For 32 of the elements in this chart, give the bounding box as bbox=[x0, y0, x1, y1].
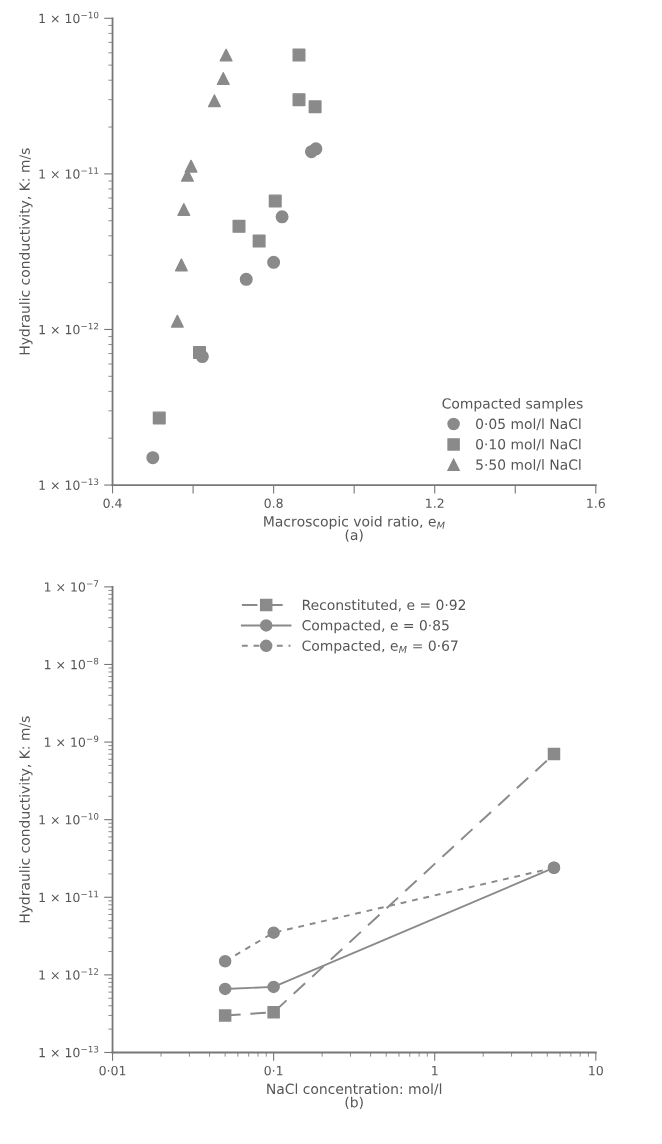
x-axis-title: Macroscopic void ratio, e$_{M}$ bbox=[264, 515, 445, 530]
x-tick-label: 0·01 bbox=[99, 1065, 126, 1076]
legend-label: Compacted, e$_{M}$ = 0·67 bbox=[302, 640, 458, 654]
legend-title: Compacted samples bbox=[442, 397, 583, 412]
y-tick-label: 1 × 10$^{−8}$ bbox=[44, 657, 99, 670]
legend-label: 5·50 mol/l NaCl bbox=[476, 459, 581, 471]
x-tick-label: 0.8 bbox=[264, 498, 283, 508]
x-tick-label: 0·1 bbox=[264, 1065, 283, 1076]
y-tick-label: 1 × 10$^{−13}$ bbox=[39, 1045, 99, 1058]
y-tick-label: 1 × 10$^{−12}$ bbox=[39, 968, 99, 980]
x-tick-label: 1 bbox=[432, 1066, 438, 1076]
y-tick-label: 1 × 10$^{−9}$ bbox=[44, 735, 99, 747]
y-tick-label: 1 × 10$^{−13}$ bbox=[39, 478, 99, 490]
y-tick-label: 1 × 10$^{−11}$ bbox=[39, 890, 99, 903]
y-tick-label: 1 × 10$^{−11}$ bbox=[39, 167, 99, 179]
y-axis-title: Hydraulic conductivity, K: m/s bbox=[19, 148, 33, 355]
text: (b) bbox=[345, 1096, 363, 1110]
legend-label: 0·10 mol/l NaCl bbox=[476, 438, 581, 451]
x-tick-label: 1.6 bbox=[587, 498, 605, 508]
legend-label: Compacted, e = 0·85 bbox=[302, 619, 449, 634]
y-tick-label: 1 × 10$^{−10}$ bbox=[39, 11, 99, 24]
y-tick-label: 1 × 10$^{−10}$ bbox=[39, 813, 99, 825]
legend-label: Reconstituted, e = 0·92 bbox=[302, 599, 466, 612]
x-axis-title: NaCl concentration: mol/l bbox=[267, 1083, 442, 1096]
x-tick-label: 0.4 bbox=[103, 498, 122, 508]
legend-label: 0·05 mol/l NaCl bbox=[476, 418, 581, 431]
y-tick-label: 1 × 10$^{−7}$ bbox=[44, 580, 99, 592]
text: (a) bbox=[345, 529, 363, 542]
x-tick-label: 1.2 bbox=[426, 498, 444, 508]
y-tick-label: 1 × 10$^{−12}$ bbox=[39, 322, 99, 335]
y-axis-title: Hydraulic conductivity, K: m/s bbox=[19, 716, 33, 923]
x-tick-label: 10 bbox=[589, 1065, 603, 1076]
